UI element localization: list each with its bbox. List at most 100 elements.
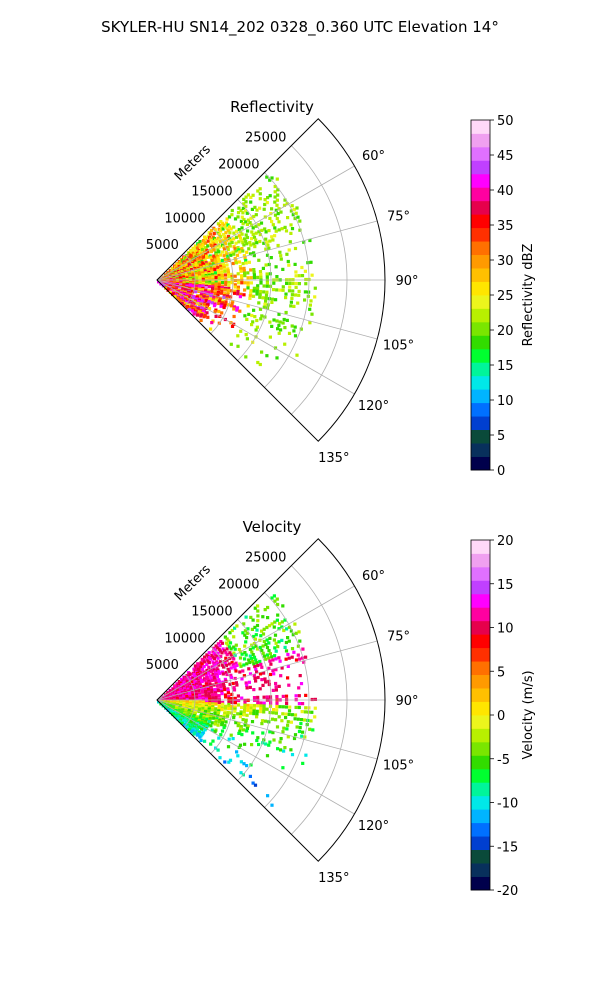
colorbar-segment (471, 173, 490, 188)
colorbar-segment (471, 566, 490, 581)
colorbar-segment (471, 389, 490, 404)
colorbar-segment (471, 429, 490, 444)
colorbar-tick-label: 45 (497, 149, 514, 164)
radial-tick-label: 20000 (218, 578, 259, 593)
colorbar-segment (471, 863, 490, 877)
colorbar-tick-label: 0 (497, 464, 505, 479)
radial-tick-label: 20000 (218, 158, 259, 173)
colorbar-tick-label: -20 (497, 884, 518, 899)
colorbar-tick-label: 40 (497, 184, 514, 199)
colorbar-label: Reflectivity dBZ (521, 244, 536, 347)
azimuth-spoke (156, 165, 355, 281)
colorbar-segment (471, 795, 490, 810)
colorbar-tick-label: 5 (497, 665, 505, 680)
colorbar-segment (471, 214, 490, 229)
colorbar-tick-label: -10 (497, 797, 518, 812)
colorbar-segment (471, 620, 490, 635)
colorbar-tick-label: 20 (497, 534, 514, 549)
colorbar-segment (471, 728, 490, 743)
colorbar-segment (471, 741, 490, 756)
radial-tick-label: 10000 (164, 631, 205, 646)
colorbar-segment (471, 133, 490, 148)
colorbar-segment (471, 768, 490, 783)
colorbar-segment (471, 836, 490, 851)
colorbar-segment (471, 268, 490, 282)
angle-tick-label: 90° (395, 694, 418, 709)
colorbar-segment (471, 295, 490, 309)
colorbar-segment (471, 782, 490, 797)
radial-tick-label: 5000 (146, 238, 179, 253)
colorbar-segment (471, 308, 490, 323)
colorbar-segment (471, 456, 490, 471)
angle-tick-label: 75° (387, 209, 410, 224)
angle-tick-label: 120° (358, 399, 389, 414)
azimuth-spoke (156, 279, 355, 395)
colorbar-segment (471, 227, 490, 242)
figure-suptitle: SKYLER-HU SN14_202 0328_0.360 UTC Elevat… (101, 18, 499, 37)
radial-tick-label: 5000 (146, 658, 179, 673)
sector-outline (156, 118, 386, 442)
colorbar-segment (471, 553, 490, 568)
radial-axis-label: Meters (172, 142, 214, 184)
colorbar-tick-label: 50 (497, 114, 514, 129)
colorbar-segment (471, 416, 490, 431)
radial-tick-label: 10000 (164, 211, 205, 226)
colorbar-label: Velocity (m/s) (521, 670, 536, 759)
colorbar-segment (471, 634, 490, 649)
velocity-panel: Velocity 60° 75° 90° 105° 120° 135° 5000 10000 15… (146, 518, 536, 899)
angle-tick-label: 75° (387, 629, 410, 644)
colorbar-segment (471, 593, 490, 608)
angle-tick-label: 120° (358, 819, 389, 834)
colorbar-segment (471, 335, 490, 350)
colorbar-segment (471, 540, 490, 554)
sector-outline (156, 538, 386, 862)
angle-tick-label: 60° (362, 149, 385, 164)
colorbar-tick-label: -5 (497, 753, 510, 768)
colorbar-segment (471, 146, 490, 161)
colorbar-tick-label: 15 (497, 578, 514, 593)
radial-axis-label: Meters (172, 562, 214, 604)
colorbar-segment (471, 281, 490, 296)
colorbar-segment (471, 701, 490, 716)
colorbar-segment (471, 607, 490, 622)
panel-title: Reflectivity (230, 98, 314, 116)
colorbar-segment (471, 443, 490, 457)
colorbar-tick-label: 25 (497, 289, 514, 304)
polar-grid (156, 145, 385, 415)
colorbar-tick-label: 20 (497, 324, 514, 339)
colorbar-segment (471, 348, 490, 363)
azimuth-spoke (156, 640, 378, 701)
colorbar-segment (471, 362, 490, 377)
colorbar-tick-label: 5 (497, 429, 505, 444)
colorbar: -20 -15 -10 -5 0 5 10 15 20 Velocity (m/s) (470, 534, 536, 899)
colorbar-segment (471, 809, 490, 824)
radar-data-field (157, 594, 317, 807)
angle-tick-label: 90° (395, 274, 418, 289)
colorbar: 0 5 10 15 20 25 30 35 40 45 50 Reflectivity dBZ (470, 114, 536, 479)
radial-tick-label: 25000 (245, 551, 286, 566)
colorbar-segment (471, 674, 490, 689)
angle-tick-label: 135° (318, 871, 349, 886)
colorbar-segment (471, 580, 490, 595)
colorbar-tick-label: 10 (497, 622, 514, 637)
radar-data-field (157, 175, 317, 367)
colorbar-segment (471, 187, 490, 202)
colorbar-tick-label: 35 (497, 219, 514, 234)
colorbar-tick-label: 30 (497, 254, 514, 269)
colorbar-tick-label: 0 (497, 709, 505, 724)
azimuth-spoke (156, 279, 378, 340)
colorbar-tick-label: 15 (497, 359, 514, 374)
radial-tick-label: 25000 (245, 131, 286, 146)
azimuth-spoke (156, 220, 378, 281)
colorbar-segment (471, 647, 490, 662)
colorbar-segment (471, 200, 490, 215)
colorbar-segment (471, 241, 490, 256)
colorbar-segment (471, 160, 490, 175)
colorbar-segment (471, 849, 490, 864)
reflectivity-panel: Reflectivity60°75°90°105°120°135°5000100… (146, 98, 536, 479)
colorbar-segment (471, 120, 490, 134)
colorbar-segment (471, 375, 490, 390)
colorbar-segment (471, 254, 490, 269)
colorbar-segment (471, 688, 490, 702)
